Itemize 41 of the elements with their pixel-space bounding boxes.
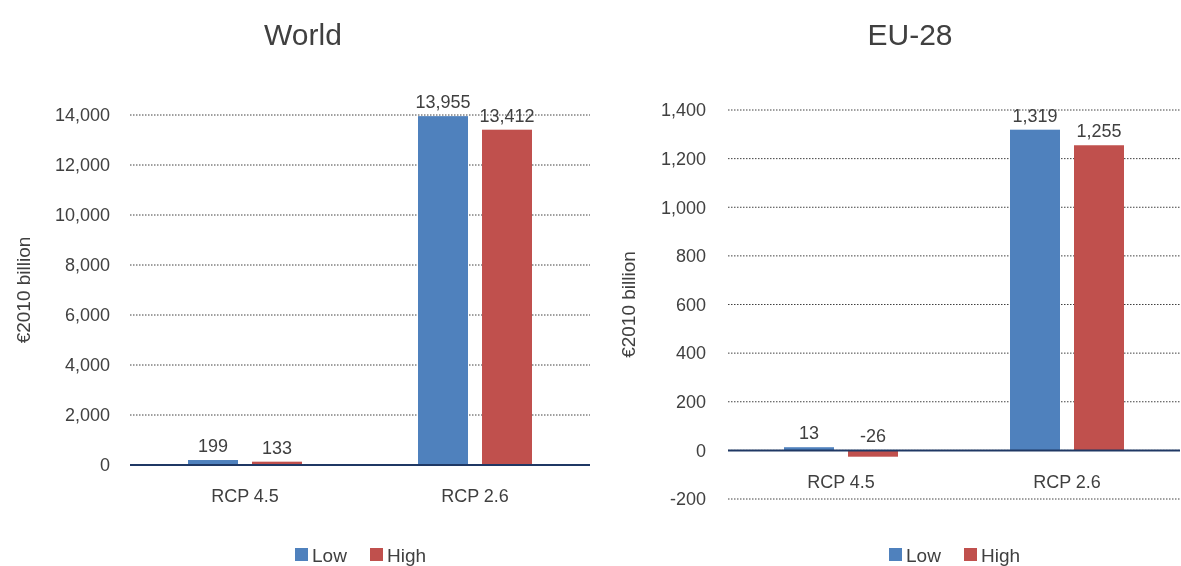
legend-label: Low xyxy=(906,544,942,566)
legend-label: High xyxy=(387,544,427,566)
y-tick-label: 2,000 xyxy=(64,405,110,426)
data-label: -26 xyxy=(859,426,887,447)
x-tick-label: RCP 2.6 xyxy=(441,486,509,507)
x-tick-label: RCP 4.5 xyxy=(211,486,279,507)
data-label: 133 xyxy=(261,437,293,458)
y-tick-label: 10,000 xyxy=(54,205,110,226)
data-label: 199 xyxy=(197,436,229,457)
y-axis-title: €2010 billion xyxy=(618,251,639,358)
y-tick-label: -200 xyxy=(669,489,706,510)
y-tick-label: 1,200 xyxy=(660,148,706,169)
y-tick-label: 6,000 xyxy=(64,305,110,326)
y-tick-label: 200 xyxy=(675,392,706,413)
data-label: 13,412 xyxy=(479,105,535,126)
y-axis-title: €2010 billion xyxy=(13,236,34,344)
data-label: 1,319 xyxy=(1012,105,1058,126)
data-label: 1,255 xyxy=(1076,121,1122,142)
y-tick-label: 1,000 xyxy=(660,197,706,218)
bar xyxy=(1010,129,1060,451)
legend-label: High xyxy=(981,544,1021,566)
bar xyxy=(418,116,468,465)
chart-title: EU-28 xyxy=(867,18,953,51)
y-tick-label: 14,000 xyxy=(54,105,110,126)
bar xyxy=(482,129,532,465)
y-tick-label: 800 xyxy=(675,246,706,267)
legend-label: Low xyxy=(312,544,348,566)
y-tick-label: 0 xyxy=(99,455,110,476)
data-label: 13 xyxy=(798,423,820,444)
bar xyxy=(1074,145,1124,451)
y-tick-label: 12,000 xyxy=(54,155,110,176)
y-tick-label: 400 xyxy=(675,343,706,364)
chart-title: World xyxy=(264,18,342,51)
x-tick-label: RCP 4.5 xyxy=(807,471,875,492)
data-label: 13,955 xyxy=(415,92,471,113)
y-tick-label: 600 xyxy=(675,294,706,315)
y-tick-label: 4,000 xyxy=(64,355,110,376)
y-tick-label: 8,000 xyxy=(64,255,110,276)
x-tick-label: RCP 2.6 xyxy=(1033,471,1101,492)
y-tick-label: 1,400 xyxy=(660,100,706,121)
y-tick-label: 0 xyxy=(695,440,706,461)
